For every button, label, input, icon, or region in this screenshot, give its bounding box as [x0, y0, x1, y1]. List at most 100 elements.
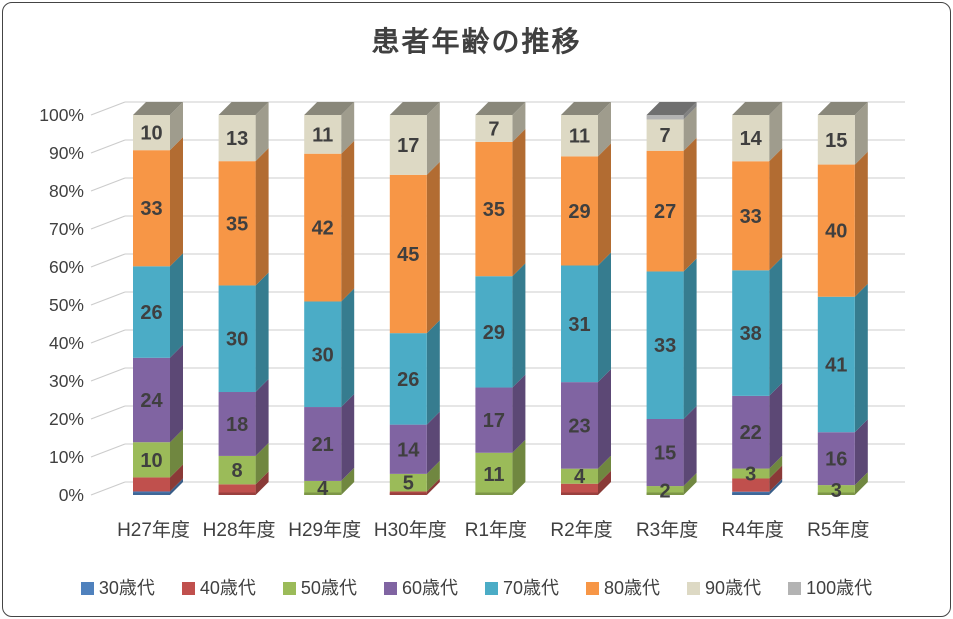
- bar-bottom-edge: [817, 492, 855, 495]
- bar-segment: [304, 480, 342, 495]
- bar-segment-side: [170, 344, 183, 443]
- bar-top-face: [218, 102, 269, 115]
- depth-tick: [90, 215, 126, 230]
- bar-segment-side: [598, 252, 611, 383]
- bar-segment-side: [854, 472, 868, 495]
- bar-segment-side: [683, 258, 697, 419]
- bar-segment: [732, 115, 770, 162]
- bar-data-label: 24: [140, 390, 163, 412]
- legend-item: 30歳代: [80, 578, 155, 598]
- bar-bottom-edge: [561, 492, 598, 495]
- bar-segment: [133, 266, 170, 358]
- bar-segment-side: [426, 320, 440, 425]
- bar-column: 3 22 38 33 14: [732, 102, 783, 495]
- bar-segment: [732, 161, 770, 271]
- bar-segment-side: [769, 382, 783, 469]
- bar-segment-side: [683, 137, 697, 272]
- bar-data-label: 17: [397, 135, 419, 157]
- bar-column: 11 17 29 35 7: [475, 102, 526, 495]
- bar-segment-side: [255, 148, 269, 286]
- bar-segment-side: [426, 478, 440, 495]
- y-axis-tick-label: 40%: [49, 333, 84, 353]
- bar-segment-side: [255, 442, 269, 485]
- bar-segment-side: [255, 272, 269, 393]
- bar-segment: [304, 407, 342, 481]
- bar-segment: [732, 478, 770, 492]
- bar-data-label: 10: [140, 450, 162, 472]
- bar-segment: [475, 141, 513, 277]
- legend-swatch: [282, 581, 296, 595]
- bar-data-label: 16: [825, 449, 847, 471]
- bar-segment: [133, 477, 170, 492]
- bar-segment-side: [426, 411, 440, 474]
- bar-segment: [561, 265, 598, 383]
- bar-data-label: 26: [397, 369, 419, 391]
- bar-segment-side: [341, 467, 355, 495]
- y-axis-tick-label: 100%: [39, 105, 84, 125]
- legend-swatch: [383, 581, 397, 595]
- bar-segment: [817, 115, 855, 165]
- bar-segment-side: [341, 394, 355, 481]
- bar-segment: [561, 483, 598, 495]
- bar-segment-side: [170, 102, 183, 151]
- legend-label: 30歳代: [98, 578, 155, 598]
- bar-bottom-edge: [304, 492, 342, 495]
- x-axis-label: H30年度: [374, 519, 447, 541]
- depth-tick: [90, 139, 126, 154]
- bar-segment: [732, 270, 770, 396]
- bar-data-label: 11: [483, 464, 504, 486]
- bar-data-label: 10: [140, 123, 162, 145]
- bar-data-label: 4: [317, 478, 329, 500]
- legend-item: 90歳代: [687, 579, 761, 597]
- bar-column: 3 16 41 40 15: [817, 102, 868, 502]
- legend-swatch: [788, 581, 802, 595]
- legend-label: 50歳代: [300, 578, 357, 598]
- bar-segment-side: [512, 263, 526, 388]
- bar-data-label: 29: [568, 201, 590, 223]
- legend-label: 100歳代: [806, 578, 873, 598]
- bar-segment-side: [170, 478, 183, 495]
- bar-segment: [732, 395, 770, 469]
- legend-item: 80歳代: [586, 579, 660, 597]
- y-axis-tick-label: 90%: [49, 143, 84, 163]
- bar-column: 10 24 26 33 10: [133, 102, 183, 495]
- bar-segment-side: [255, 471, 269, 495]
- depth-tick: [90, 405, 126, 420]
- bar-data-label: 40: [825, 221, 847, 243]
- bar-segment: [218, 161, 256, 286]
- bar-segment-side: [769, 478, 783, 495]
- bar-segment: [218, 455, 256, 485]
- x-axis-label: R4年度: [722, 519, 784, 541]
- bar-data-label: 8: [232, 460, 243, 482]
- bar-segment-side: [769, 257, 783, 396]
- bar-data-label: 27: [654, 201, 676, 223]
- y-axis-tick-label: 70%: [49, 219, 84, 239]
- bar-top-face: [817, 102, 868, 115]
- bar-segment: [646, 486, 684, 495]
- bar-segment: [133, 442, 170, 478]
- bar-segment-side: [512, 439, 526, 495]
- bar-segment-side: [598, 470, 611, 495]
- x-axis-label: R1年度: [465, 519, 527, 541]
- legend-label: 60歳代: [401, 578, 458, 598]
- depth-tick: [90, 329, 126, 344]
- chart-title: 患者年齢の推移: [371, 26, 582, 57]
- bar-segment: [133, 115, 170, 151]
- bar-data-label: 13: [226, 128, 248, 150]
- bar-column: 4 21 30 42 11: [304, 102, 355, 500]
- bar-segment: [646, 115, 684, 120]
- bar-data-label: 23: [568, 415, 590, 437]
- bar-segment-side: [170, 137, 183, 267]
- bar-top-face: [304, 102, 355, 115]
- x-axis-label: R3年度: [636, 519, 698, 541]
- bar-segment: [646, 150, 684, 272]
- bar-data-label: 30: [226, 329, 248, 351]
- bar-data-label: 42: [312, 218, 334, 240]
- bar-segment: [646, 271, 684, 419]
- bar-segment-side: [769, 148, 783, 271]
- bar-segment-side: [512, 374, 526, 453]
- bar-segment: [389, 473, 427, 492]
- legend-swatch: [687, 581, 701, 595]
- bar-segment: [304, 153, 342, 302]
